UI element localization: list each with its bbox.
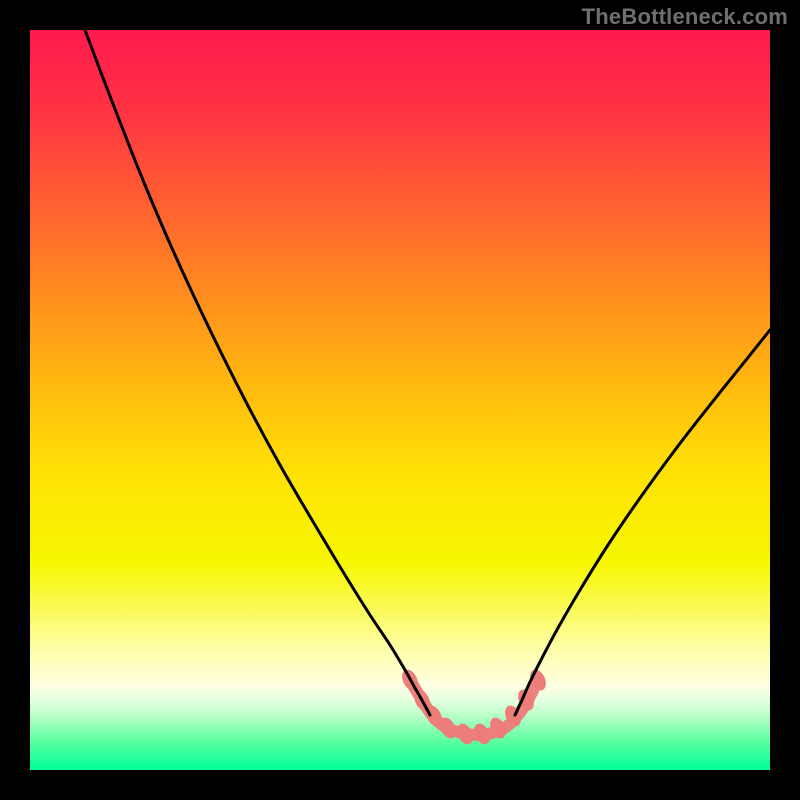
chart-svg — [30, 30, 770, 770]
plot-area — [30, 30, 770, 770]
left-curve — [85, 30, 430, 715]
right-curve — [515, 330, 770, 715]
outer-frame: TheBottleneck.com — [0, 0, 800, 800]
watermark-text: TheBottleneck.com — [582, 4, 788, 30]
